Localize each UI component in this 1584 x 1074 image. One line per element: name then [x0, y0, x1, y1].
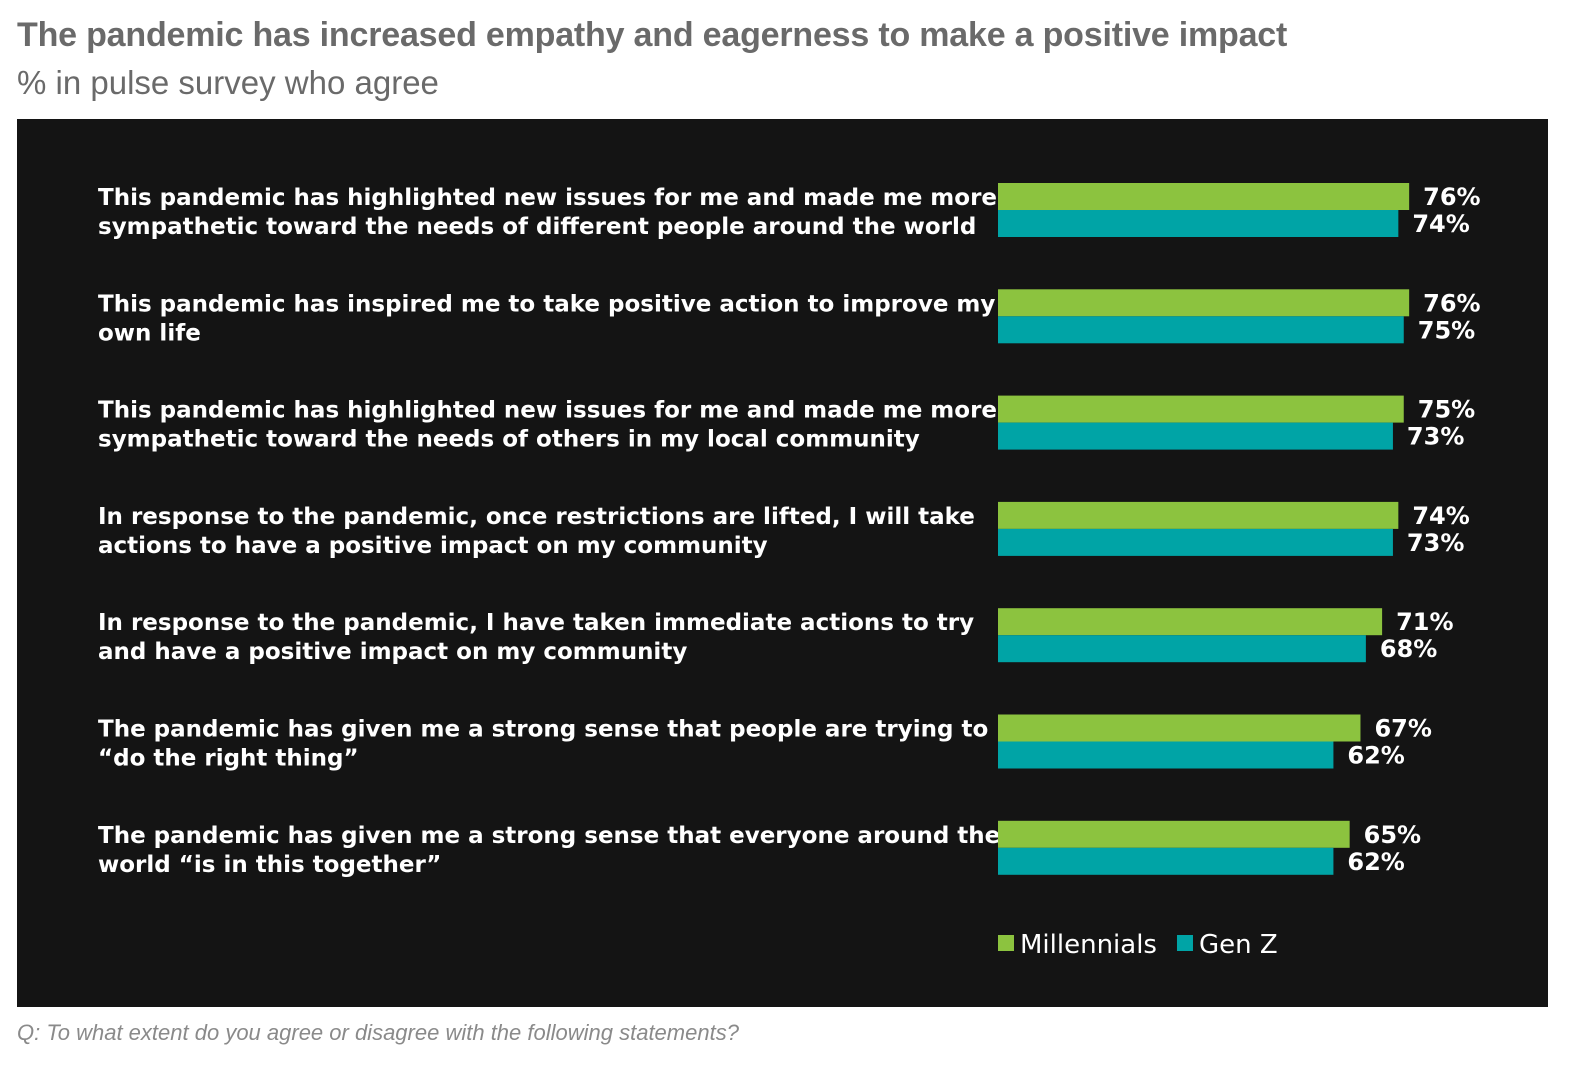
value-label-millennials: 71%: [1396, 608, 1453, 636]
category-label: In response to the pandemic, once restri…: [98, 504, 975, 559]
chart-title: The pandemic has increased empathy and e…: [17, 16, 1288, 54]
value-label-millennials: 74%: [1412, 502, 1469, 530]
value-label-millennials: 75%: [1418, 396, 1475, 424]
category-label-line: and have a positive impact on my communi…: [98, 639, 687, 665]
legend-label-gen-z: Gen Z: [1199, 930, 1278, 960]
value-label-gen-z: 62%: [1347, 742, 1404, 770]
legend-label-millennials: Millennials: [1020, 930, 1157, 960]
bar-millennials: [998, 289, 1410, 317]
category-label-line: sympathetic toward the needs of differen…: [98, 214, 976, 240]
bar-millennials: [998, 395, 1404, 423]
bar-gen-z: [998, 847, 1334, 875]
bar-gen-z: [998, 741, 1334, 769]
value-label-gen-z: 73%: [1407, 529, 1464, 557]
bar-gen-z: [998, 422, 1393, 450]
category-label: This pandemic has highlighted new issues…: [98, 398, 997, 453]
category-label-line: In response to the pandemic, once restri…: [98, 504, 975, 530]
category-label-line: actions to have a positive impact on my …: [98, 533, 768, 559]
bar-gen-z: [998, 635, 1366, 663]
value-label-millennials: 76%: [1423, 289, 1480, 317]
value-label-gen-z: 74%: [1412, 210, 1469, 238]
value-label-gen-z: 68%: [1380, 635, 1437, 663]
legend-swatch-millennials: [998, 935, 1014, 951]
category-label-line: The pandemic has given me a strong sense…: [98, 717, 988, 743]
bar-gen-z: [998, 210, 1399, 237]
bar-gen-z: [998, 528, 1393, 556]
bar-millennials: [998, 501, 1399, 529]
survey-question-footnote: Q: To what extent do you agree or disagr…: [17, 1020, 739, 1045]
category-label-line: This pandemic has highlighted new issues…: [98, 185, 997, 211]
category-label: The pandemic has given me a strong sense…: [98, 823, 1000, 878]
category-label-line: own life: [98, 320, 201, 346]
value-label-gen-z: 62%: [1347, 848, 1404, 876]
category-label-line: This pandemic has highlighted new issues…: [98, 398, 997, 424]
bar-millennials: [998, 714, 1361, 742]
value-label-gen-z: 75%: [1418, 316, 1475, 344]
category-label-line: world “is in this together”: [98, 852, 441, 878]
category-label: In response to the pandemic, I have take…: [98, 610, 974, 665]
bar-millennials: [998, 820, 1350, 848]
category-label-line: The pandemic has given me a strong sense…: [98, 823, 1000, 849]
bar-millennials: [998, 608, 1383, 636]
bar-gen-z: [998, 316, 1404, 344]
category-label: The pandemic has given me a strong sense…: [98, 717, 988, 772]
chart-subtitle: % in pulse survey who agree: [17, 64, 439, 101]
category-label-line: This pandemic has inspired me to take po…: [98, 291, 995, 317]
category-label-line: sympathetic toward the needs of others i…: [98, 427, 920, 453]
category-label: This pandemic has highlighted new issues…: [98, 185, 997, 240]
value-label-millennials: 65%: [1364, 821, 1421, 849]
legend-swatch-gen-z: [1176, 935, 1193, 951]
category-label: This pandemic has inspired me to take po…: [98, 291, 995, 346]
value-label-gen-z: 73%: [1407, 423, 1464, 451]
category-label-line: In response to the pandemic, I have take…: [98, 610, 974, 636]
bar-millennials: [998, 183, 1410, 210]
value-label-millennials: 76%: [1423, 183, 1480, 211]
category-label-line: “do the right thing”: [98, 746, 359, 772]
value-label-millennials: 67%: [1374, 715, 1431, 743]
